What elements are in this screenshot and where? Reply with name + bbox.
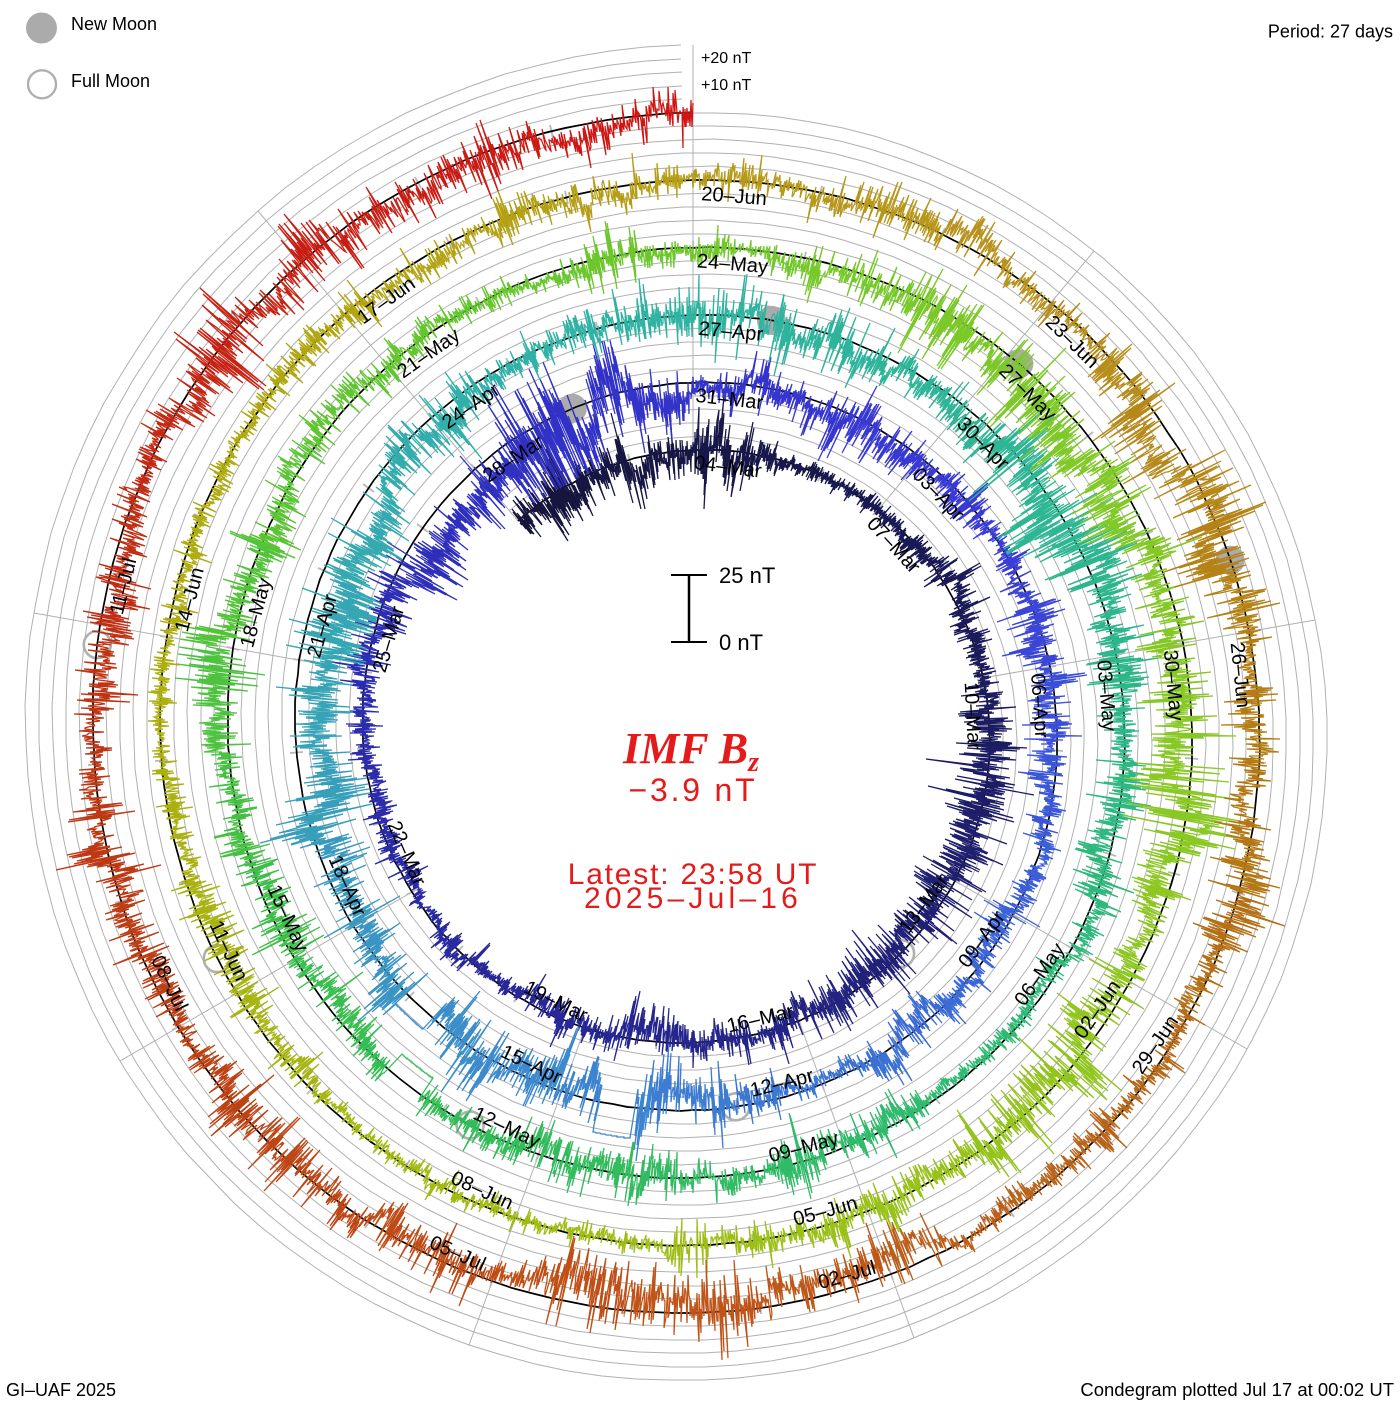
svg-text:Latest: 23:58 UT: Latest: 23:58 UT [568, 858, 819, 891]
svg-text:New Moon: New Moon [71, 14, 157, 34]
svg-text:Period: 27 days: Period: 27 days [1268, 22, 1393, 42]
svg-text:Condegram plotted Jul 17 at 00: Condegram plotted Jul 17 at 00:02 UT [1080, 1379, 1394, 1400]
svg-text:GI–UAF 2025: GI–UAF 2025 [6, 1380, 116, 1400]
svg-text:25 nT: 25 nT [719, 563, 775, 588]
svg-text:2025–Jul–16: 2025–Jul–16 [584, 882, 802, 915]
svg-text:+20 nT: +20 nT [701, 50, 751, 67]
svg-text:10–Mar: 10–Mar [960, 682, 985, 751]
svg-text:20–Jun: 20–Jun [701, 183, 768, 210]
svg-text:+10 nT: +10 nT [701, 77, 751, 94]
svg-text:IMF Bz: IMF Bz [622, 724, 759, 778]
svg-text:Full Moon: Full Moon [71, 71, 150, 91]
svg-text:06–Apr: 06–Apr [1026, 673, 1052, 739]
svg-text:0 nT: 0 nT [719, 630, 763, 655]
svg-text:−3.9 nT: −3.9 nT [628, 772, 757, 808]
